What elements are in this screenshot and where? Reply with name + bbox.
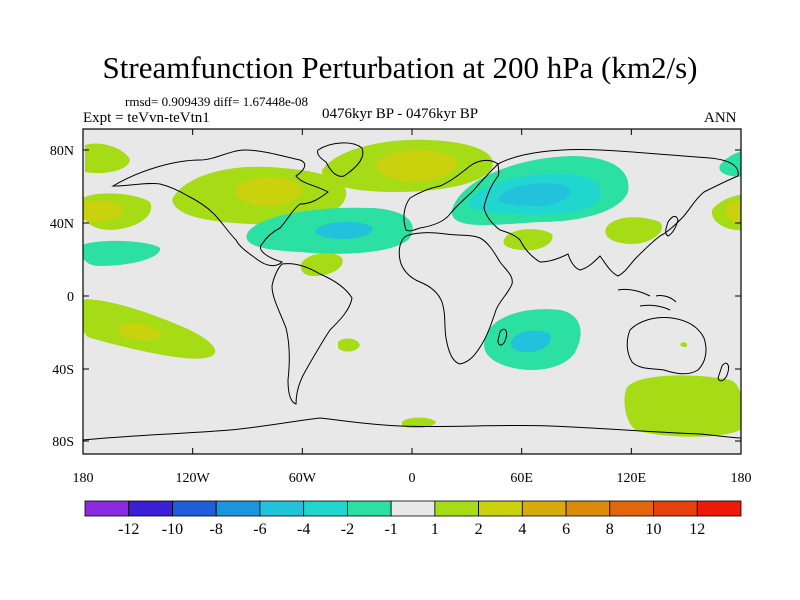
- coastline-asia: [483, 149, 739, 277]
- colorbar-label: 12: [689, 521, 705, 538]
- colorbar-label: -1: [384, 521, 397, 538]
- period-label: 0476kyr BP - 0476kyr BP: [322, 106, 479, 122]
- colorbar-label: -10: [162, 521, 183, 538]
- coastline-new-zealand: [717, 362, 729, 382]
- contour-positive-2: [85, 143, 130, 174]
- coastline-africa: [398, 232, 513, 365]
- colorbar-label: 8: [606, 521, 614, 538]
- colorbar-swatch: [84, 500, 130, 517]
- colorbar-label: -2: [341, 521, 354, 538]
- colorbar-swatch: [696, 500, 742, 517]
- colorbar-swatch: [434, 500, 480, 517]
- colorbar-swatch: [128, 500, 173, 517]
- colorbar-swatch: [653, 500, 698, 517]
- coastline-australia: [626, 317, 707, 375]
- contour-positive-4: [376, 149, 457, 182]
- colorbar-label: -4: [297, 521, 310, 538]
- colorbar: -12 -10 -8 -6 -4 -2 -1 1 2 4 6 8 10 12: [84, 500, 742, 538]
- stats-label: rmsd= 0.909439 diff= 1.67448e-08: [125, 94, 309, 109]
- lat-tick-label: 80N: [50, 144, 74, 159]
- contour-positive-2: [680, 342, 688, 348]
- coastline-japan: [665, 215, 679, 237]
- colorbar-label: -12: [118, 521, 139, 538]
- contour-positive-2: [402, 417, 436, 429]
- lon-tick-label: 60W: [289, 471, 317, 486]
- lat-tick-label: 40S: [52, 363, 74, 378]
- colorbar-swatch: [346, 500, 392, 517]
- colorbar-swatch: [478, 500, 523, 517]
- contour-negative-4: [510, 330, 551, 352]
- contour-positive-2: [605, 217, 662, 244]
- lat-tick-label: 40N: [50, 217, 74, 232]
- contour-positive-4: [235, 176, 303, 206]
- contour-positive-2: [338, 338, 360, 352]
- contour-positive-4: [83, 200, 124, 222]
- colorbar-swatch: [172, 500, 217, 517]
- coastline-madagascar: [497, 328, 507, 346]
- coastline-south-america: [271, 263, 353, 405]
- colorbar-label: 1: [431, 521, 439, 538]
- contour-positive-2: [624, 375, 741, 437]
- contour-positive-4: [725, 200, 741, 225]
- colorbar-swatch: [215, 500, 261, 517]
- colorbar-label: 6: [562, 521, 570, 538]
- colorbar-swatch: [259, 500, 305, 517]
- lat-tick-label: 0: [67, 290, 74, 305]
- contour-positive-2: [503, 229, 553, 251]
- colorbar-label: 2: [475, 521, 483, 538]
- contour-negative-4: [498, 183, 570, 206]
- contour-negative-1: [719, 151, 741, 177]
- longitude-axis: 180 120W 60W 0 60E 120E 180: [73, 129, 752, 486]
- coastline-north-america: [111, 149, 329, 267]
- contour-negative-4: [315, 221, 373, 240]
- colorbar-swatch: [303, 500, 348, 517]
- lon-tick-label: 60E: [510, 471, 533, 486]
- contour-positive-2: [300, 253, 343, 276]
- colorbar-label: -8: [210, 521, 223, 538]
- contour-positive-4: [118, 323, 162, 341]
- colorbar-swatch: [390, 500, 436, 517]
- contour-fields: [83, 139, 741, 441]
- colorbar-swatch: [565, 500, 611, 517]
- coastlines: [83, 142, 741, 441]
- coastline-indonesia: [617, 289, 677, 311]
- colorbar-label: 10: [646, 521, 662, 538]
- contour-negative-1: [83, 240, 161, 266]
- colorbar-swatch: [521, 500, 567, 517]
- colorbar-label: 4: [518, 521, 526, 538]
- latitude-axis: 80N 40N 0 40S 80S: [50, 144, 741, 450]
- lon-tick-label: 180: [731, 471, 752, 486]
- lon-tick-label: 120W: [176, 471, 211, 486]
- season-label: ANN: [704, 110, 737, 126]
- experiment-label: Expt = teVvn-teVtn1: [83, 110, 210, 126]
- coastline-antarctica: [83, 417, 741, 441]
- lon-tick-label: 0: [409, 471, 416, 486]
- lon-tick-label: 180: [73, 471, 94, 486]
- colorbar-label: -6: [253, 521, 266, 538]
- colorbar-swatch: [609, 500, 654, 517]
- map-title: Streamfunction Perturbation at 200 hPa (…: [102, 50, 698, 85]
- lon-tick-label: 120E: [617, 471, 647, 486]
- coastline-greenland: [317, 142, 364, 177]
- lat-tick-label: 80S: [52, 435, 74, 450]
